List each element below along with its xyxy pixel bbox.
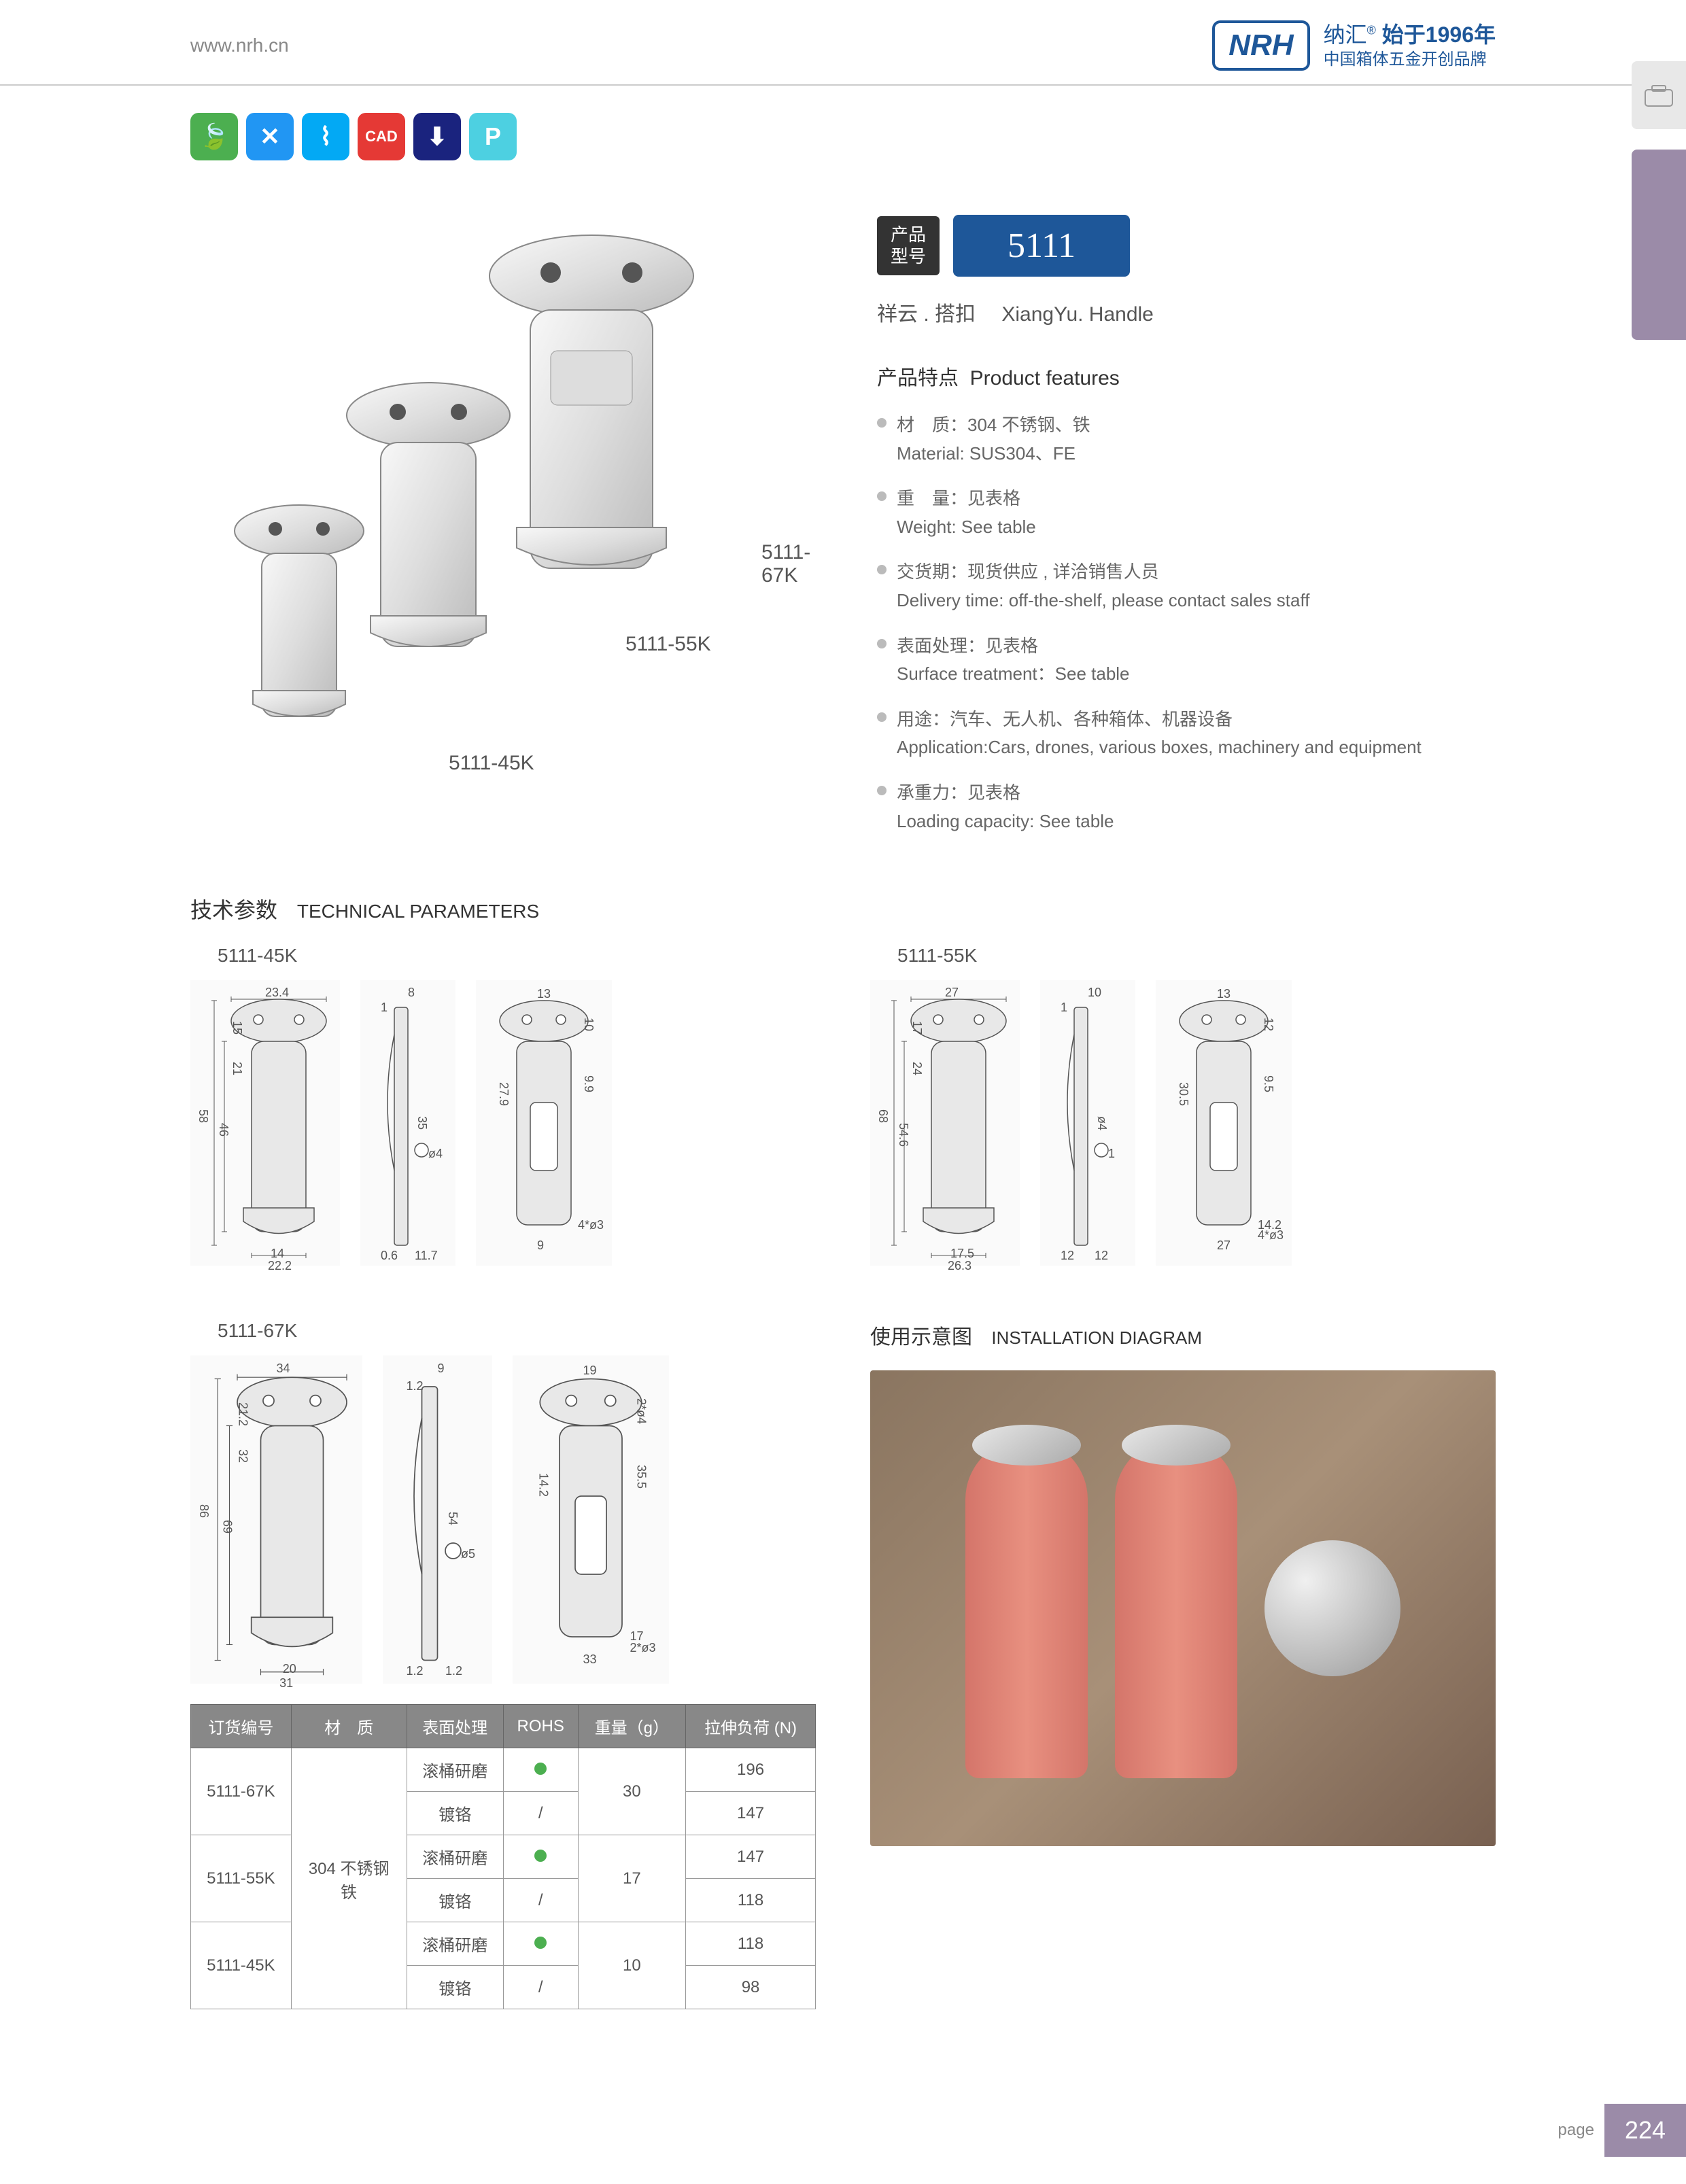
- tech-drawing-front: 23.4 58 46 21 15 14 22.2: [190, 980, 340, 1266]
- product-subtitle: 祥云 . 搭扣 XiangYu. Handle: [877, 297, 1496, 327]
- screw-icon: ⬇: [413, 113, 461, 160]
- label-55k: 5111-55K: [625, 633, 711, 656]
- tech-title: 技术参数 TECHNICAL PARAMETERS: [190, 893, 1496, 924]
- table-header: 材 质: [291, 1705, 407, 1748]
- drawing-45k: 5111-45K 23.4 58 46 21 15 14 22.2: [190, 945, 816, 1266]
- page-number: 224: [1604, 2104, 1686, 2157]
- page-label: page: [1558, 2121, 1594, 2140]
- bottom-section: 5111-67K 34 86 69 32 21.2 20 31: [0, 1306, 1686, 2023]
- feature-item: 用途：汽车、无人机、各种箱体、机器设备Application:Cars, dro…: [877, 706, 1496, 762]
- spec-table: 订货编号材 质表面处理ROHS重量（g）拉伸负荷 (N) 5111-67K304…: [190, 1704, 816, 2009]
- feature-item: 表面处理：见表格Surface treatment：See table: [877, 632, 1496, 689]
- cad-icon: CAD: [358, 113, 405, 160]
- product-images: 5111-67K 5111-55K 5111-45K: [190, 215, 809, 759]
- tech-drawing-side: 10 1 ø4 1 12 12: [1040, 980, 1135, 1266]
- product-section: 5111-67K 5111-55K 5111-45K: [0, 174, 1686, 880]
- tech-section: 技术参数 TECHNICAL PARAMETERS 5111-45K 23.4 …: [0, 880, 1686, 1306]
- table-row: 5111-55K滚桶研磨17147: [191, 1835, 816, 1879]
- drawings-row-1: 5111-45K 23.4 58 46 21 15 14 22.2: [190, 945, 1496, 1266]
- product-info: 产品 型号 5111 祥云 . 搭扣 XiangYu. Handle 产品特点 …: [850, 215, 1496, 852]
- table-header: 重量（g）: [578, 1705, 685, 1748]
- install-photo: [870, 1370, 1496, 1846]
- model-number: 5111: [953, 215, 1130, 277]
- tech-drawing-front: 34 86 69 32 21.2 20 31: [190, 1355, 362, 1684]
- page-footer: page 224: [1558, 2104, 1686, 2157]
- table-header: ROHS: [503, 1705, 578, 1748]
- latch-small: [218, 500, 381, 735]
- tech-drawing-front: 27 68 54.6 24 17 17.5 26.3: [870, 980, 1020, 1266]
- model-label: 产品 型号: [877, 216, 940, 275]
- p-icon: P: [469, 113, 517, 160]
- feature-item: 重 量：见表格Weight: See table: [877, 485, 1496, 541]
- brand-text: 纳汇® 始于1996年 中国箱体五金开创品牌: [1324, 21, 1496, 71]
- feature-item: 材 质：304 不锈钢、铁Material: SUS304、FE: [877, 411, 1496, 468]
- table-header: 表面处理: [407, 1705, 503, 1748]
- page-header: www.nrh.cn NRH 纳汇® 始于1996年 中国箱体五金开创品牌: [0, 0, 1686, 86]
- label-45k: 5111-45K: [449, 752, 534, 775]
- tech-drawing-back: 13 10 27.9 9.9 9 4*ø3: [476, 980, 612, 1266]
- side-tab-purple: [1632, 150, 1686, 340]
- label-67k: 5111-67K: [761, 541, 810, 587]
- tech-drawing-back: 19 2*ø4 14.2 35.5 33 17 2*ø3: [513, 1355, 669, 1684]
- sphere: [1264, 1540, 1400, 1676]
- table-column: 5111-67K 34 86 69 32 21.2 20 31: [190, 1320, 816, 2009]
- brand-name: 纳汇: [1324, 22, 1367, 47]
- drawing-55k: 5111-55K 27 68 54.6 24 17 17.5 26.3: [870, 945, 1496, 1266]
- dwg-label-67k: 5111-67K: [218, 1320, 816, 1342]
- tech-drawing-side: 8 1 35 ø4 0.6 11.7: [360, 980, 455, 1266]
- brand-year: 始于1996年: [1382, 22, 1496, 47]
- dwg-label-45k: 5111-45K: [218, 945, 816, 967]
- tools-icon: ✕: [246, 113, 294, 160]
- table-row: 5111-67K304 不锈钢 铁滚桶研磨30196: [191, 1748, 816, 1792]
- tech-drawing-side: 9 1.2 54 ø5 1.2 1.2: [383, 1355, 492, 1684]
- eco-icon: 🍃: [190, 113, 238, 160]
- features-list: 材 质：304 不锈钢、铁Material: SUS304、FE 重 量：见表格W…: [877, 411, 1496, 835]
- brand-block: NRH 纳汇® 始于1996年 中国箱体五金开创品牌: [1212, 20, 1496, 71]
- brand-logo: NRH: [1212, 20, 1309, 71]
- install-title: 使用示意图 INSTALLATION DIAGRAM: [870, 1320, 1496, 1350]
- table-header: 拉伸负荷 (N): [686, 1705, 816, 1748]
- feature-item: 承重力：见表格Loading capacity: See table: [877, 779, 1496, 835]
- model-row: 产品 型号 5111: [877, 215, 1496, 277]
- table-header: 订货编号: [191, 1705, 292, 1748]
- brand-subtitle: 中国箱体五金开创品牌: [1324, 49, 1496, 70]
- table-row: 5111-45K滚桶研磨10118: [191, 1922, 816, 1966]
- feature-icons-row: 🍃 ✕ ⌇ CAD ⬇ P: [0, 86, 1686, 174]
- cylinder-2: [1115, 1438, 1237, 1778]
- features-title: 产品特点 Product features: [877, 361, 1496, 391]
- dwg-label-55k: 5111-55K: [897, 945, 1496, 967]
- website-url: www.nrh.cn: [190, 35, 289, 56]
- install-column: 使用示意图 INSTALLATION DIAGRAM: [870, 1320, 1496, 2009]
- side-tab-icon: [1632, 61, 1686, 129]
- tech-drawing-back: 13 12 30.5 9.5 27 14.2 4*ø3: [1156, 980, 1292, 1266]
- cylinder-1: [965, 1438, 1088, 1778]
- spring-icon: ⌇: [302, 113, 349, 160]
- feature-item: 交货期：现货供应 , 详洽销售人员Delivery time: off-the-…: [877, 558, 1496, 614]
